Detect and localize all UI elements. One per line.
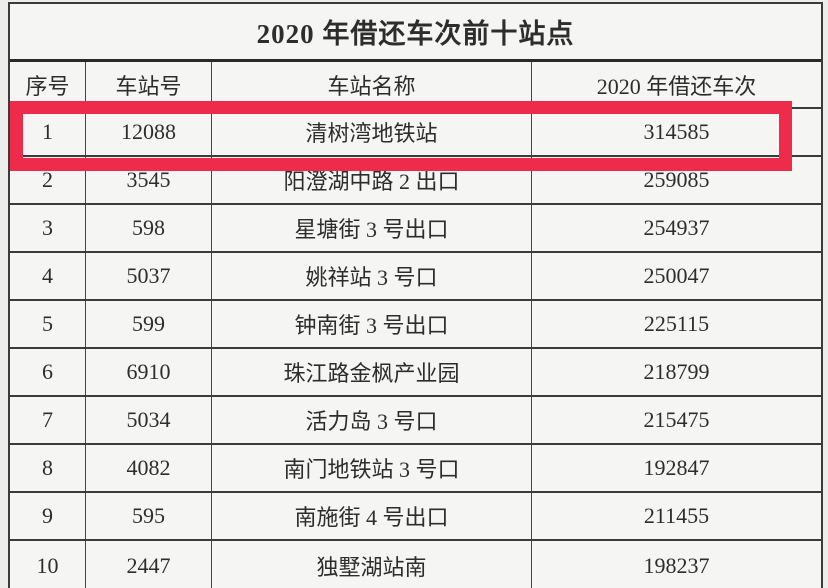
- table-row: 7 5034 活力岛 3 号口 215475: [10, 397, 821, 445]
- rank-cell: 5: [10, 301, 86, 347]
- station-name-cell: 清树湾地铁站: [212, 109, 532, 155]
- station-name-cell: 南门地铁站 3 号口: [212, 445, 532, 491]
- table-row: 4 5037 姚祥站 3 号口 250047: [10, 253, 821, 301]
- rank-cell: 4: [10, 253, 86, 299]
- header-station-id: 车站号: [86, 62, 212, 107]
- top10-stations-table: 2020 年借还车次前十站点 序号 车站号 车站名称 2020 年借还车次 1 …: [8, 2, 823, 588]
- count-cell: 218799: [643, 359, 710, 384]
- count-cell: 259085: [643, 167, 710, 192]
- station-name-cell: 阳澄湖中路 2 出口: [212, 157, 532, 203]
- count-cell: 198237: [643, 552, 710, 578]
- station-name-cell: 活力岛 3 号口: [212, 397, 532, 443]
- station-id-cell: 5034: [86, 397, 212, 443]
- table-row: 8 4082 南门地铁站 3 号口 192847: [10, 445, 821, 493]
- station-id-cell: 5037: [86, 253, 212, 299]
- header-rank: 序号: [10, 62, 86, 107]
- table-row: 1 12088 清树湾地铁站 314585: [10, 109, 821, 157]
- table-row: 9 595 南施街 4 号出口 211455: [10, 493, 821, 541]
- rank-cell: 3: [10, 205, 86, 251]
- rank-cell: 2: [10, 157, 86, 203]
- count-cell: 215475: [643, 407, 710, 432]
- count-cell: 225115: [643, 311, 710, 336]
- station-id-cell: 6910: [86, 349, 212, 395]
- station-name-cell: 姚祥站 3 号口: [212, 253, 532, 299]
- rank-cell: 8: [10, 445, 86, 491]
- count-cell: 250047: [643, 263, 710, 288]
- header-count: 2020 年借还车次: [596, 73, 757, 99]
- table-row: 10 2447 独墅湖站南 198237: [10, 541, 821, 588]
- station-id-cell: 3545: [86, 157, 212, 203]
- table-title: 2020 年借还车次前十站点: [10, 4, 821, 62]
- rank-cell: 1: [10, 109, 86, 155]
- count-cell: 254937: [643, 215, 710, 240]
- station-id-cell: 598: [86, 205, 212, 251]
- table-row: 6 6910 珠江路金枫产业园 218799: [10, 349, 821, 397]
- station-id-cell: 595: [86, 493, 212, 539]
- station-name-cell: 南施街 4 号出口: [212, 493, 532, 539]
- header-station-name: 车站名称: [212, 62, 532, 107]
- station-name-cell: 钟南街 3 号出口: [212, 301, 532, 347]
- station-id-cell: 2447: [86, 541, 212, 588]
- count-cell: 314585: [643, 119, 710, 144]
- rank-cell: 10: [10, 541, 86, 588]
- rank-cell: 6: [10, 349, 86, 395]
- station-name-cell: 星塘街 3 号出口: [212, 205, 532, 251]
- table-row: 3 598 星塘街 3 号出口 254937: [10, 205, 821, 253]
- count-cell: 211455: [643, 503, 710, 528]
- count-cell: 192847: [643, 455, 710, 480]
- table-row: 2 3545 阳澄湖中路 2 出口 259085: [10, 157, 821, 205]
- station-name-cell: 独墅湖站南: [212, 541, 532, 588]
- table-header-row: 序号 车站号 车站名称 2020 年借还车次: [10, 62, 821, 109]
- station-id-cell: 12088: [86, 109, 212, 155]
- station-name-cell: 珠江路金枫产业园: [212, 349, 532, 395]
- rank-cell: 7: [10, 397, 86, 443]
- table-row: 5 599 钟南街 3 号出口 225115: [10, 301, 821, 349]
- station-id-cell: 599: [86, 301, 212, 347]
- rank-cell: 9: [10, 493, 86, 539]
- station-id-cell: 4082: [86, 445, 212, 491]
